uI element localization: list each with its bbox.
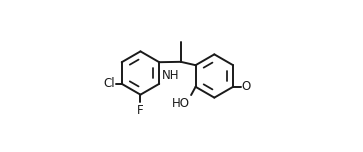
Text: HO: HO [172, 97, 190, 110]
Text: Cl: Cl [103, 77, 115, 90]
Text: O: O [241, 80, 250, 93]
Text: F: F [137, 104, 144, 117]
Text: NH: NH [162, 69, 179, 82]
